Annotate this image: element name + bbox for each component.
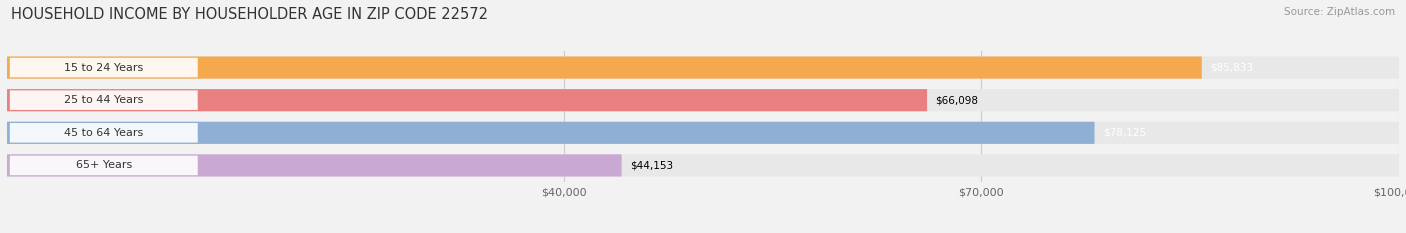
Text: HOUSEHOLD INCOME BY HOUSEHOLDER AGE IN ZIP CODE 22572: HOUSEHOLD INCOME BY HOUSEHOLDER AGE IN Z… — [11, 7, 488, 22]
FancyBboxPatch shape — [7, 154, 621, 177]
FancyBboxPatch shape — [7, 89, 1399, 111]
FancyBboxPatch shape — [7, 56, 1399, 79]
FancyBboxPatch shape — [7, 122, 1399, 144]
Text: $85,833: $85,833 — [1211, 63, 1253, 72]
FancyBboxPatch shape — [10, 156, 198, 175]
FancyBboxPatch shape — [10, 58, 198, 77]
Text: 15 to 24 Years: 15 to 24 Years — [65, 63, 143, 72]
FancyBboxPatch shape — [7, 154, 1399, 177]
FancyBboxPatch shape — [7, 56, 1202, 79]
Text: Source: ZipAtlas.com: Source: ZipAtlas.com — [1284, 7, 1395, 17]
FancyBboxPatch shape — [10, 90, 198, 110]
Text: $78,125: $78,125 — [1102, 128, 1146, 138]
FancyBboxPatch shape — [10, 123, 198, 143]
FancyBboxPatch shape — [7, 122, 1094, 144]
Text: $66,098: $66,098 — [935, 95, 979, 105]
FancyBboxPatch shape — [7, 89, 927, 111]
Text: $44,153: $44,153 — [630, 161, 673, 170]
Text: 65+ Years: 65+ Years — [76, 161, 132, 170]
Text: 45 to 64 Years: 45 to 64 Years — [65, 128, 143, 138]
Text: 25 to 44 Years: 25 to 44 Years — [65, 95, 143, 105]
